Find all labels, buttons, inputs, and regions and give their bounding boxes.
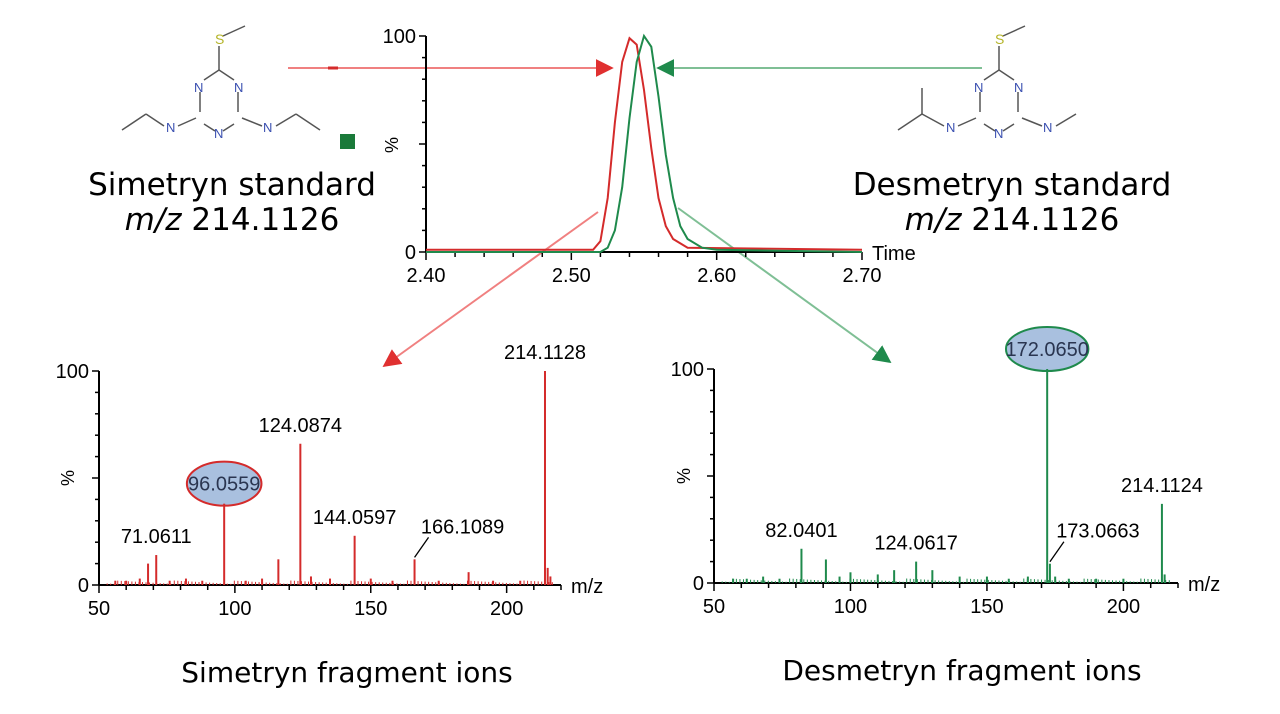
mz-italic: m/z <box>905 202 963 238</box>
nitrogen-atom: N <box>946 120 955 135</box>
peak-label: 214.1124 <box>1121 475 1203 497</box>
mz-italic: m/z <box>125 202 183 238</box>
nitrogen-atom: N <box>994 126 1003 141</box>
peak-to-desmetryn-spectrum-arrow <box>677 207 892 364</box>
y-tick-label: 100 <box>383 26 416 48</box>
nitrogen-atom: N <box>166 120 175 135</box>
sulfur-atom: S <box>995 31 1004 47</box>
simetryn-standard-title: Simetryn standard <box>88 167 376 203</box>
mz-value: 214.1126 <box>962 202 1120 238</box>
peak-label: 144.0597 <box>313 507 396 529</box>
desmetryn-bonds <box>897 25 1077 132</box>
x-tick-label: 200 <box>490 598 523 620</box>
y-axis-label: % <box>382 137 402 153</box>
simetryn-structure: S N N N N N <box>121 25 321 141</box>
x-axis-label: m/z <box>571 576 603 598</box>
y-tick-label: 100 <box>671 359 704 381</box>
x-tick-label: 2.70 <box>843 265 882 287</box>
connector-arrows <box>288 59 982 368</box>
x-axis-label: Time <box>872 243 916 265</box>
y-axis-label: % <box>58 470 78 486</box>
peak-label: 214.1128 <box>504 342 586 364</box>
label-leader-line <box>414 536 430 558</box>
y-tick-label: 100 <box>56 361 89 383</box>
mz-value: 214.1126 <box>182 202 340 238</box>
sulfur-atom: S <box>215 31 224 47</box>
x-tick-label: 2.50 <box>552 265 591 287</box>
x-tick-label: 150 <box>354 598 387 620</box>
nitrogen-atom: N <box>1043 120 1052 135</box>
peak-label: 166.1089 <box>421 516 504 538</box>
peak-label: 172.0650 <box>1005 339 1088 361</box>
peak-label: 124.0874 <box>259 415 342 437</box>
nitrogen-atom: N <box>263 120 272 135</box>
legend-square-marker <box>340 134 355 149</box>
y-tick-label: 0 <box>693 573 704 595</box>
nitrogen-atom: N <box>194 80 203 95</box>
peak-label: 71.0611 <box>121 526 192 548</box>
x-tick-label: 2.60 <box>697 265 736 287</box>
x-tick-label: 100 <box>834 596 867 618</box>
y-tick-label: 0 <box>405 242 416 264</box>
y-tick-label: 0 <box>78 575 89 597</box>
simetryn-mz-label: m/z 214.1126 <box>125 202 340 238</box>
desmetryn-mz-label: m/z 214.1126 <box>905 202 1120 238</box>
desmetryn-structure: S N N N N N <box>897 25 1077 141</box>
x-tick-label: 2.40 <box>407 265 446 287</box>
nitrogen-atom: N <box>234 80 243 95</box>
peak-label: 173.0663 <box>1056 521 1139 543</box>
simetryn-fragment-caption: Simetryn fragment ions <box>181 656 512 689</box>
y-axis-label: % <box>674 468 694 484</box>
label-leader-line <box>1049 541 1065 563</box>
x-tick-label: 50 <box>703 596 725 618</box>
desmetryn-standard-title: Desmetryn standard <box>853 167 1172 203</box>
desmetryn-fragment-caption: Desmetryn fragment ions <box>782 654 1141 687</box>
nitrogen-atom: N <box>1014 80 1023 95</box>
simetryn-spectrum-chart: 0 100 50 100 150 200 m/z% 71.0611 96.0559 124.087… <box>56 342 604 620</box>
nitrogen-atom: N <box>214 126 223 141</box>
peak-to-simetryn-spectrum-arrow <box>382 211 599 368</box>
simetryn-bonds <box>121 25 321 132</box>
chromatogram-trace-desmetryn <box>426 33 863 253</box>
x-tick-label: 50 <box>88 598 110 620</box>
peak-label: 124.0617 <box>874 533 957 555</box>
x-tick-label: 150 <box>970 596 1003 618</box>
x-axis-label: m/z <box>1188 574 1220 596</box>
chromatogram-trace-simetryn <box>426 36 863 251</box>
desmetryn-spectrum-chart: 0 100 50 100 150 200 m/z% 82.0401 124.0617 172.06… <box>671 326 1220 618</box>
x-tick-label: 100 <box>218 598 251 620</box>
x-tick-label: 200 <box>1107 596 1140 618</box>
peak-label: 96.0559 <box>188 474 260 496</box>
peak-label: 82.0401 <box>765 520 837 542</box>
nitrogen-atom: N <box>974 80 983 95</box>
